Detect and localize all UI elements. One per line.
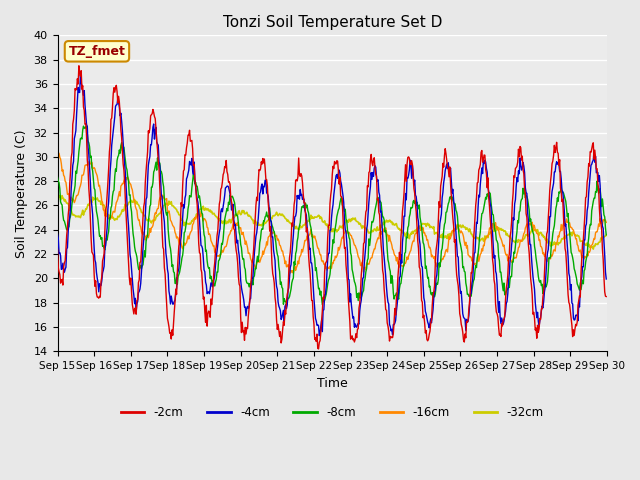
Title: Tonzi Soil Temperature Set D: Tonzi Soil Temperature Set D — [223, 15, 442, 30]
Text: TZ_fmet: TZ_fmet — [68, 45, 125, 58]
Legend: -2cm, -4cm, -8cm, -16cm, -32cm: -2cm, -4cm, -8cm, -16cm, -32cm — [116, 401, 548, 424]
X-axis label: Time: Time — [317, 377, 348, 390]
Y-axis label: Soil Temperature (C): Soil Temperature (C) — [15, 129, 28, 258]
